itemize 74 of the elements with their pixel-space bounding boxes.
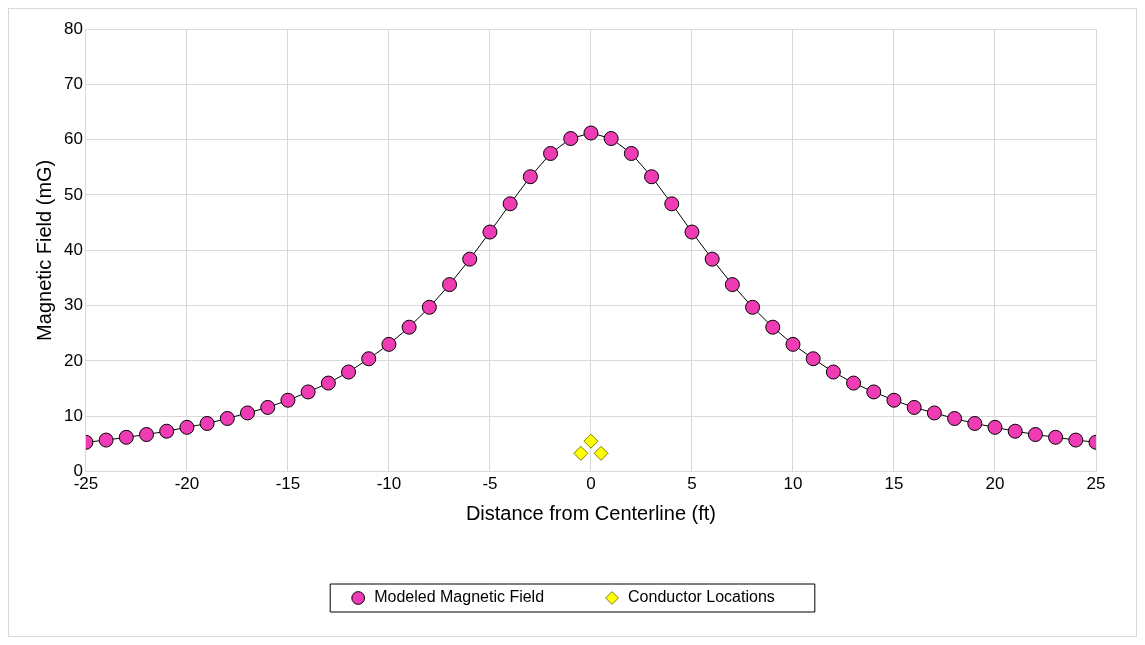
x-tick-label: -20 <box>174 474 200 494</box>
point <box>502 196 518 212</box>
point <box>421 299 437 315</box>
point <box>401 319 417 335</box>
x-tick-label: -10 <box>376 474 402 494</box>
point <box>522 169 538 185</box>
point <box>139 427 155 443</box>
point <box>906 399 922 415</box>
point <box>573 445 589 461</box>
y-tick-label: 10 <box>63 405 83 425</box>
y-tick-label: 30 <box>63 295 83 315</box>
point <box>482 224 498 240</box>
point <box>300 384 316 400</box>
point <box>1048 429 1064 445</box>
y-tick-label: 60 <box>63 129 83 149</box>
point <box>1007 423 1023 439</box>
point <box>320 375 336 391</box>
point <box>825 364 841 380</box>
point <box>987 419 1003 435</box>
point <box>684 224 700 240</box>
y-tick-label: 20 <box>63 350 83 370</box>
y-tick-label: 70 <box>63 74 83 94</box>
point <box>381 336 397 352</box>
point <box>967 415 983 431</box>
point <box>118 429 134 445</box>
point <box>583 433 599 449</box>
point <box>765 319 781 335</box>
point <box>583 125 599 141</box>
point <box>947 410 963 426</box>
point <box>866 384 882 400</box>
point <box>603 131 619 147</box>
point <box>159 423 175 439</box>
point <box>664 196 680 212</box>
point <box>260 399 276 415</box>
point <box>724 277 740 293</box>
point <box>543 145 559 161</box>
x-tick-label: -5 <box>482 474 498 494</box>
legend-label: Modeled Magnetic Field <box>374 588 545 606</box>
point <box>846 375 862 391</box>
point <box>1068 432 1084 448</box>
point <box>462 251 478 267</box>
point <box>644 169 660 185</box>
x-tick-label: 5 <box>687 474 697 494</box>
point <box>593 445 609 461</box>
y-tick-label: 80 <box>63 18 83 38</box>
x-tick-label: 15 <box>884 474 904 494</box>
x-tick-label: 20 <box>985 474 1005 494</box>
point <box>442 277 458 293</box>
point <box>341 364 357 380</box>
point <box>1027 427 1043 443</box>
point <box>805 351 821 367</box>
x-tick-label: -15 <box>275 474 301 494</box>
point <box>745 299 761 315</box>
point <box>219 410 235 426</box>
y-axis-title: Magnetic Field (mG) <box>32 159 55 341</box>
point <box>240 405 256 421</box>
point <box>199 415 215 431</box>
point <box>704 251 720 267</box>
y-tick-label: 40 <box>63 239 83 259</box>
point <box>623 145 639 161</box>
point <box>886 392 902 408</box>
x-tick-label: 0 <box>586 474 596 494</box>
y-tick-label: 50 <box>63 184 83 204</box>
x-tick-label: 25 <box>1086 474 1106 494</box>
point <box>785 336 801 352</box>
point <box>280 392 296 408</box>
point <box>926 405 942 421</box>
legend-label: Conductor Locations <box>628 588 775 606</box>
point <box>361 351 377 367</box>
point <box>179 419 195 435</box>
x-axis-title: Distance from Centerline (ft) <box>465 501 716 524</box>
point <box>98 432 114 448</box>
x-tick-label: 10 <box>783 474 803 494</box>
point <box>563 131 579 147</box>
